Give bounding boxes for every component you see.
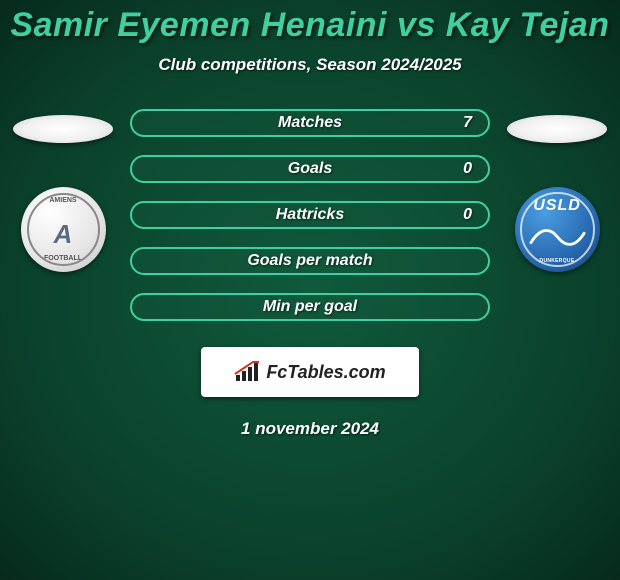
right-player-column: USLD DUNKERQUE <box>502 115 612 272</box>
page-title: Samir Eyemen Henaini vs Kay Tejan <box>0 0 620 45</box>
stat-value: 0 <box>463 160 472 178</box>
infographic: Samir Eyemen Henaini vs Kay Tejan Club c… <box>0 0 620 439</box>
stat-value: 0 <box>463 206 472 224</box>
stat-row-gpm: Goals per match <box>130 247 490 275</box>
club-badge-left: AMIENS A FOOTBALL <box>21 187 106 272</box>
stat-row-matches: Matches 7 <box>130 109 490 137</box>
stat-row-hattricks: Hattricks 0 <box>130 201 490 229</box>
brand-text: FcTables.com <box>266 362 385 383</box>
club-right-bottom-text: DUNKERQUE <box>515 258 600 264</box>
subtitle: Club competitions, Season 2024/2025 <box>0 55 620 75</box>
stats-list: Matches 7 Goals 0 Hattricks 0 Goals per … <box>118 109 502 321</box>
datestamp: 1 november 2024 <box>0 419 620 439</box>
stat-label: Goals <box>132 160 488 178</box>
brand-chart-icon <box>234 361 260 383</box>
club-right-wave-icon <box>529 223 586 251</box>
club-left-letter: A <box>21 219 106 250</box>
stat-label: Min per goal <box>132 298 488 316</box>
stat-row-goals: Goals 0 <box>130 155 490 183</box>
stat-row-mpg: Min per goal <box>130 293 490 321</box>
stat-label: Matches <box>132 114 488 132</box>
left-player-column: AMIENS A FOOTBALL <box>8 115 118 272</box>
club-left-bottom-text: FOOTBALL <box>21 255 106 262</box>
player-right-oval <box>507 115 607 143</box>
club-left-top-text: AMIENS <box>21 197 106 204</box>
brand-card: FcTables.com <box>201 347 419 397</box>
player-left-oval <box>13 115 113 143</box>
club-badge-right: USLD DUNKERQUE <box>515 187 600 272</box>
club-right-top-text: USLD <box>515 197 600 215</box>
stat-label: Hattricks <box>132 206 488 224</box>
stat-value: 7 <box>463 114 472 132</box>
main-row: AMIENS A FOOTBALL Matches 7 Goals 0 Hatt… <box>0 115 620 321</box>
stat-label: Goals per match <box>132 252 488 270</box>
